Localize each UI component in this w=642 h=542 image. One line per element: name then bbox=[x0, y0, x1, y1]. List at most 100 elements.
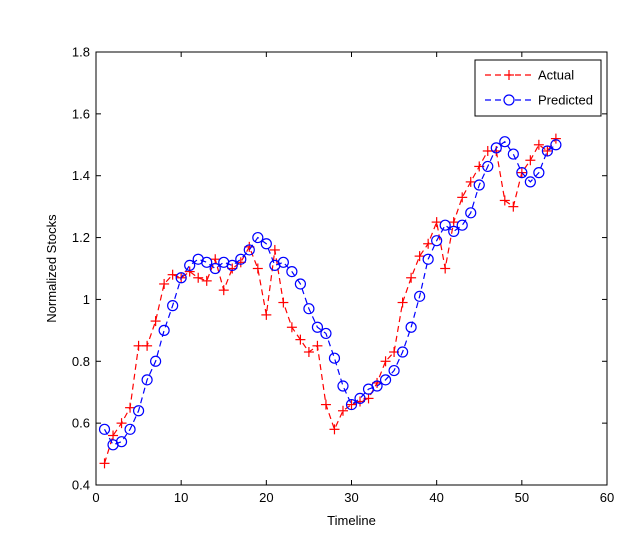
data-point-actual bbox=[508, 201, 519, 212]
data-point-actual bbox=[184, 266, 195, 277]
data-point-predicted bbox=[439, 219, 451, 231]
data-point-actual bbox=[465, 176, 476, 187]
data-point-predicted bbox=[201, 256, 213, 268]
axis-ticks: 0 10 20 30 40 50 60 0.4 0.6 0.8 1 1.2 1.4 1.6 1.8 bbox=[72, 45, 614, 506]
data-point-actual bbox=[116, 418, 127, 429]
legend: Actual Predicted bbox=[474, 59, 602, 117]
data-point-predicted bbox=[158, 324, 170, 336]
data-point-actual bbox=[448, 217, 459, 228]
data-point-predicted bbox=[167, 300, 179, 312]
data-point-predicted bbox=[124, 423, 136, 435]
data-point-actual bbox=[533, 139, 544, 150]
plot-area bbox=[95, 51, 608, 486]
data-point-predicted bbox=[345, 398, 358, 411]
y-tick-label: 1.8 bbox=[72, 45, 90, 60]
data-point-predicted bbox=[252, 231, 264, 244]
y-tick-label: 0.6 bbox=[72, 416, 90, 431]
data-point-predicted bbox=[448, 225, 460, 237]
data-point-predicted bbox=[320, 327, 332, 340]
data-point-predicted bbox=[490, 142, 502, 154]
data-point-actual bbox=[482, 145, 493, 156]
data-point-actual bbox=[303, 347, 314, 358]
x-tick-label: 20 bbox=[259, 490, 273, 505]
y-tick-label: 1.2 bbox=[72, 230, 90, 245]
data-point-predicted bbox=[473, 179, 485, 191]
data-point-actual bbox=[440, 263, 451, 274]
data-point-predicted bbox=[150, 355, 162, 367]
y-tick-label: 1.6 bbox=[72, 106, 90, 121]
data-point-predicted bbox=[405, 321, 417, 333]
data-point-actual bbox=[525, 155, 536, 166]
data-point-predicted bbox=[507, 148, 519, 160]
data-point-predicted bbox=[397, 346, 409, 358]
series-layer bbox=[98, 133, 562, 469]
data-point-actual bbox=[397, 297, 408, 308]
data-point-predicted bbox=[115, 436, 128, 448]
data-point-actual bbox=[542, 145, 553, 156]
data-point-predicted bbox=[132, 405, 145, 417]
y-axis-label: Normalized Stocks bbox=[44, 214, 59, 323]
data-point-actual bbox=[346, 399, 357, 410]
series-line-actual bbox=[103, 138, 557, 464]
data-point-predicted bbox=[499, 136, 511, 148]
data-point-predicted bbox=[456, 219, 468, 231]
data-point-predicted bbox=[328, 352, 341, 364]
data-point-predicted bbox=[303, 303, 315, 315]
data-point-actual bbox=[167, 269, 178, 280]
x-tick-label: 30 bbox=[344, 490, 358, 505]
data-point-predicted bbox=[260, 238, 272, 250]
data-point-actual bbox=[414, 251, 425, 262]
data-point-actual bbox=[423, 238, 434, 249]
data-point-actual bbox=[295, 334, 306, 345]
data-point-predicted bbox=[235, 253, 247, 265]
data-point-predicted bbox=[550, 139, 562, 151]
data-point-predicted bbox=[141, 374, 153, 386]
x-tick-label: 0 bbox=[92, 490, 99, 505]
data-point-predicted bbox=[431, 235, 443, 247]
data-point-actual bbox=[278, 297, 289, 308]
data-point-actual bbox=[269, 244, 280, 255]
data-point-actual bbox=[337, 405, 348, 416]
legend-label-predicted: Predicted bbox=[538, 93, 593, 108]
y-tick-label: 1 bbox=[83, 292, 90, 307]
data-point-actual bbox=[125, 402, 136, 413]
data-point-actual bbox=[159, 278, 170, 289]
data-point-predicted bbox=[294, 278, 306, 290]
data-point-actual bbox=[252, 263, 263, 274]
data-point-predicted bbox=[388, 364, 400, 377]
data-point-predicted bbox=[311, 321, 324, 333]
data-point-actual bbox=[133, 340, 144, 351]
data-point-actual bbox=[193, 272, 204, 283]
data-point-predicted bbox=[516, 167, 528, 179]
data-point-predicted bbox=[379, 374, 392, 386]
data-point-predicted bbox=[533, 167, 545, 179]
data-point-predicted bbox=[337, 380, 349, 392]
data-point-actual bbox=[320, 399, 331, 410]
data-point-actual bbox=[406, 272, 417, 283]
data-point-predicted bbox=[277, 256, 289, 268]
data-point-predicted bbox=[524, 176, 536, 188]
data-point-predicted bbox=[482, 160, 494, 173]
data-point-actual bbox=[457, 192, 468, 203]
y-tick-label: 0.4 bbox=[72, 478, 90, 493]
y-tick-label: 1.4 bbox=[72, 168, 90, 183]
data-point-actual bbox=[380, 356, 391, 367]
data-point-actual bbox=[150, 316, 161, 327]
legend-box bbox=[474, 59, 602, 117]
data-point-actual bbox=[499, 195, 510, 206]
x-axis-label: Timeline bbox=[327, 513, 376, 528]
data-point-actual bbox=[329, 424, 340, 435]
data-point-predicted bbox=[226, 259, 238, 272]
data-point-predicted bbox=[243, 244, 255, 256]
data-point-actual bbox=[312, 340, 323, 351]
x-tick-label: 60 bbox=[600, 490, 614, 505]
legend-marker-actual bbox=[504, 70, 514, 80]
data-point-actual bbox=[210, 254, 221, 265]
data-point-predicted bbox=[354, 392, 366, 404]
data-point-actual bbox=[108, 430, 119, 441]
data-point-actual bbox=[201, 275, 212, 286]
series-line-predicted bbox=[103, 140, 557, 446]
data-point-predicted bbox=[98, 423, 111, 435]
data-point-actual bbox=[99, 458, 110, 469]
